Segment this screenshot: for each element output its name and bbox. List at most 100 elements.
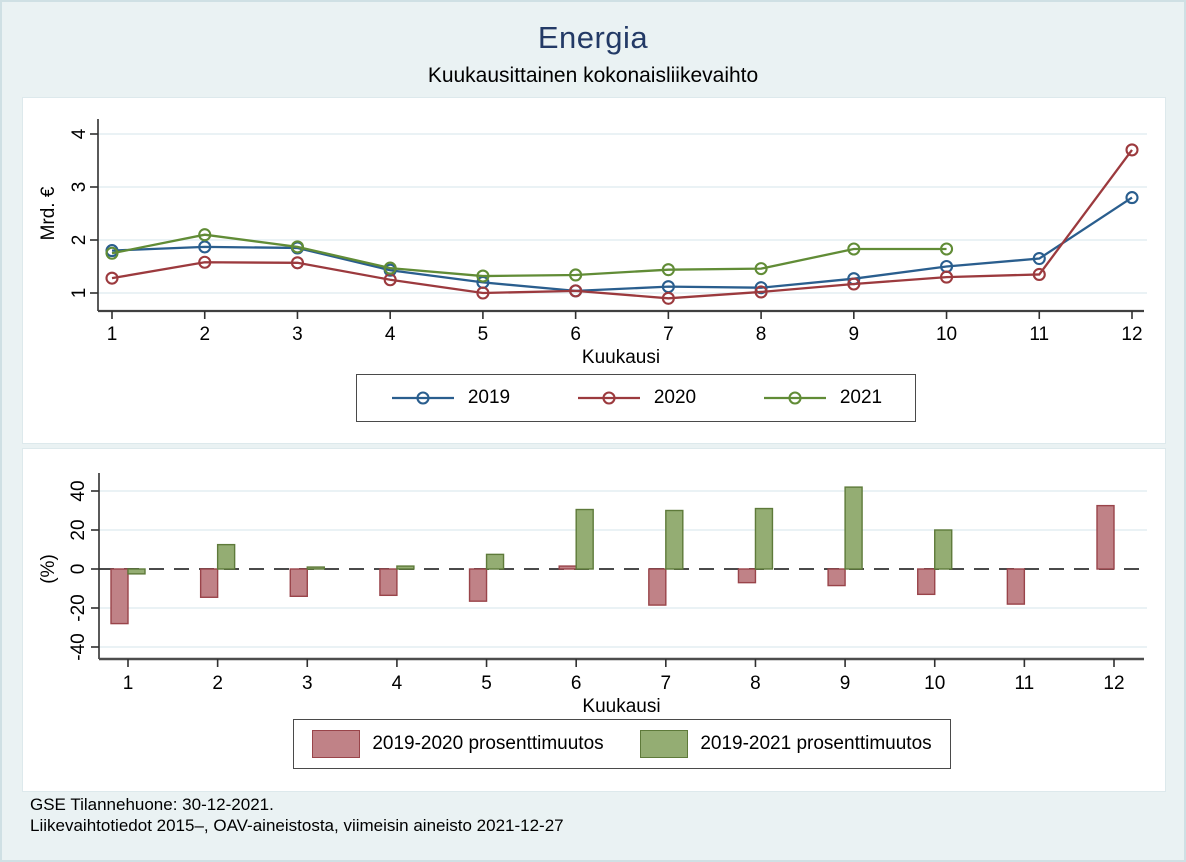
data-point-marker — [290, 240, 305, 254]
legend-label: 2020 — [653, 387, 697, 408]
figure-note: GSE Tilannehuone: 30-12-2021. Liikevaiht… — [30, 794, 564, 836]
data-point-marker — [754, 281, 768, 295]
data-point-marker — [754, 262, 768, 276]
x-tick-label: 2 — [212, 673, 223, 694]
data-point-marker — [1125, 191, 1139, 205]
y-axis-title: (%) — [38, 554, 59, 584]
data-point-marker — [939, 242, 954, 256]
y-tick-label: 0 — [68, 564, 89, 575]
x-tick-label: 1 — [123, 673, 134, 694]
gridlines — [98, 133, 1147, 294]
bar — [379, 568, 398, 597]
bar — [575, 508, 594, 570]
x-tick-label: 11 — [1014, 673, 1034, 694]
line-chart-legend: 2019 2020 2021 — [356, 374, 916, 422]
legend-line-swatch — [391, 391, 454, 405]
y-tick-label: 20 — [68, 519, 89, 540]
x-tick-label: 12 — [1121, 324, 1142, 345]
x-axis-title: Kuukausi — [582, 347, 660, 368]
data-point-marker — [847, 242, 861, 256]
x-tick-label: 6 — [570, 324, 581, 345]
data-point-marker — [569, 284, 583, 298]
legend-item-2020: 2020 — [576, 387, 696, 409]
line-chart-panel: 1 2 3 4 Mrd. €1 2 3 4 5 6 7 8 9 10 11 12 Kuukausi 2019 20… — [22, 97, 1166, 444]
x-tick-label: 5 — [481, 673, 492, 694]
legend-item: 2019-2020 prosenttimuutos — [312, 730, 604, 758]
bar — [934, 529, 953, 570]
line-series-2020 — [105, 143, 1139, 305]
legend-label: 2021 — [839, 387, 883, 408]
x-tick-label: 5 — [478, 324, 489, 345]
data-point-marker — [198, 240, 212, 254]
data-point-marker — [1032, 252, 1046, 266]
data-point-marker — [847, 277, 861, 291]
bar — [306, 566, 325, 570]
series-line — [111, 149, 1133, 300]
x-tick-label: 12 — [1103, 673, 1124, 694]
chart-title: Energia — [537, 20, 649, 55]
bar — [127, 568, 146, 575]
x-tick-label: 7 — [663, 324, 674, 345]
x-axis-title: Kuukausi — [582, 696, 660, 717]
bar — [1096, 504, 1115, 570]
legend-item: 2019-2021 prosenttimuutos — [640, 730, 932, 758]
legend-color-swatch — [312, 730, 361, 758]
data-point-marker — [105, 246, 119, 260]
bar — [737, 568, 757, 584]
bar — [199, 568, 219, 598]
y-axis-title: Mrd. € — [38, 186, 59, 240]
bar — [110, 568, 129, 625]
legend-line-swatch — [763, 391, 826, 405]
line-series-2019 — [105, 191, 1139, 298]
bar — [558, 565, 577, 570]
bar — [648, 568, 667, 606]
y-tick-label: 1 — [69, 288, 90, 299]
x-tick-label: 8 — [756, 324, 767, 345]
bar — [396, 565, 415, 570]
bar — [917, 568, 936, 596]
data-point-marker — [569, 268, 583, 282]
note-line-2: Liikevaihtotiedot 2015–, OAV-aineistosta… — [30, 816, 564, 835]
legend-label: 2019-2021 prosenttimuutos — [700, 733, 932, 754]
y-tick-label: 4 — [69, 128, 90, 139]
bar — [1006, 568, 1026, 605]
x-tick-label: 9 — [849, 324, 860, 345]
bar-chart-legend: 2019-2020 prosenttimuutos 2019-2021 prose… — [293, 719, 951, 769]
data-point-marker — [198, 228, 212, 242]
data-point-marker — [290, 256, 305, 270]
gridlines — [99, 490, 1147, 648]
note-line-1: GSE Tilannehuone: 30-12-2021. — [30, 795, 274, 814]
legend-label: 2019-2020 prosenttimuutos — [372, 733, 604, 754]
data-point-marker — [105, 271, 119, 285]
bar-chart-panel: -40 -20 0 20 40 (%) 1 2 3 4 5 6 7 8 9 10 11 12 Kuukausi 20… — [22, 448, 1166, 792]
data-point-marker — [1032, 267, 1046, 281]
bar — [216, 543, 236, 570]
y-tick-label: -40 — [68, 633, 89, 660]
chart-subtitle: Kuukausittainen kokonaisliikevaihto — [427, 64, 759, 87]
x-tick-label: 3 — [292, 324, 303, 345]
data-point-marker — [198, 255, 212, 269]
legend-item-2021: 2021 — [762, 387, 882, 409]
x-tick-label: 11 — [1029, 324, 1049, 345]
y-tick-label: 2 — [69, 235, 90, 246]
data-point-marker — [661, 291, 675, 305]
bar — [844, 486, 863, 570]
y-tick-label: 3 — [69, 182, 90, 193]
data-point-marker — [661, 263, 675, 277]
line-series-2021 — [105, 228, 954, 283]
x-tick-label: 7 — [661, 673, 672, 694]
bar — [289, 568, 308, 597]
bar-series-2019-2020 — [110, 504, 1115, 625]
x-tick-label: 2 — [199, 324, 210, 345]
x-tick-label: 4 — [392, 673, 403, 694]
bar — [485, 553, 505, 570]
bar — [468, 568, 488, 602]
bar — [665, 509, 684, 570]
x-tick-label: 3 — [302, 673, 313, 694]
series-line — [111, 196, 1133, 293]
data-point-marker — [939, 270, 954, 284]
data-point-marker — [476, 286, 490, 300]
bar — [754, 507, 774, 570]
